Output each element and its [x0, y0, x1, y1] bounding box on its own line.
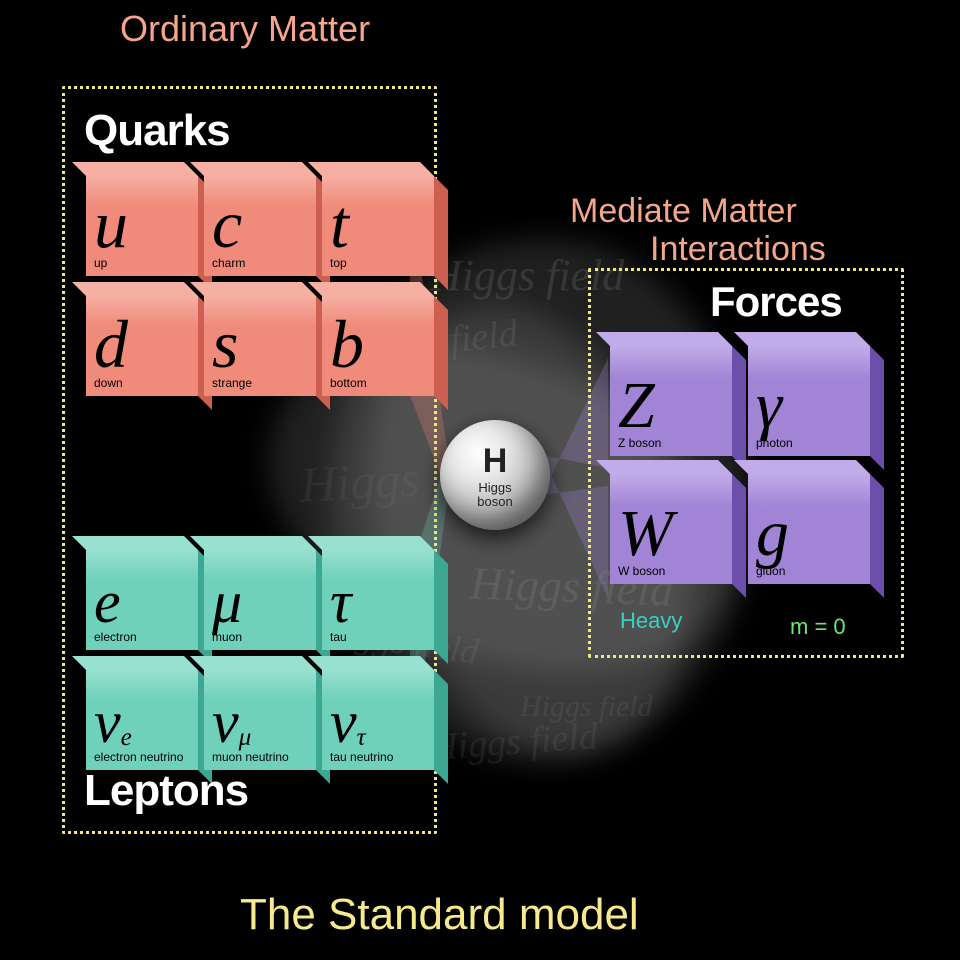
particle-name: down — [94, 376, 190, 390]
particle-name: top — [330, 256, 426, 270]
massless-label: m = 0 — [790, 614, 846, 640]
particle-symbol: τ — [330, 577, 426, 628]
particle-gluon: g gluon — [748, 474, 870, 584]
particle-symbol: g — [756, 506, 862, 562]
particle-top: t top — [322, 176, 434, 276]
leptons-grid: e electron μ muon τ tau νe electron neutrino νμ m… — [86, 550, 434, 770]
particle-name: tau neutrino — [330, 750, 426, 764]
particle-Z-boson: Z Z boson — [610, 346, 732, 456]
standard-model-diagram: Higgs field Higgs field Higgs field Higg… — [0, 0, 960, 960]
particle-symbol: t — [330, 196, 426, 254]
particle-charm: c charm — [204, 176, 316, 276]
particle-down: d down — [86, 296, 198, 396]
particle-W-boson: W W boson — [610, 474, 732, 584]
particle-muon-neutrino: νμ muon neutrino — [204, 670, 316, 770]
particle-name: W boson — [618, 564, 724, 578]
particle-name: electron — [94, 630, 190, 644]
leptons-heading: Leptons — [84, 766, 248, 816]
particle-tau-neutrino: ντ tau neutrino — [322, 670, 434, 770]
particle-name: Z boson — [618, 436, 724, 450]
particle-symbol: W — [618, 506, 724, 562]
particle-photon: γ photon — [748, 346, 870, 456]
particle-symbol: s — [212, 316, 308, 374]
particle-muon: μ muon — [204, 550, 316, 650]
particle-symbol: νμ — [212, 697, 308, 748]
particle-strange: s strange — [204, 296, 316, 396]
particle-up: u up — [86, 176, 198, 276]
particle-name: photon — [756, 436, 862, 450]
particle-symbol: νe — [94, 697, 190, 748]
particle-bottom: b bottom — [322, 296, 434, 396]
higgs-letter: H — [483, 442, 508, 481]
particle-symbol: u — [94, 196, 190, 254]
particle-name: bottom — [330, 376, 426, 390]
particle-symbol: μ — [212, 577, 308, 628]
particle-name: up — [94, 256, 190, 270]
particle-name: muon — [212, 630, 308, 644]
particle-name: tau — [330, 630, 426, 644]
particle-name: gluon — [756, 564, 862, 578]
particle-symbol: ντ — [330, 697, 426, 748]
heavy-mass-label: Heavy — [620, 608, 682, 634]
particle-name: muon neutrino — [212, 750, 308, 764]
particle-symbol: b — [330, 316, 426, 374]
mediate-matter-label: Mediate Matter — [570, 192, 797, 231]
particle-name: strange — [212, 376, 308, 390]
ordinary-matter-label: Ordinary Matter — [120, 8, 370, 50]
particle-electron-neutrino: νe electron neutrino — [86, 670, 198, 770]
quarks-heading: Quarks — [84, 106, 230, 156]
particle-symbol: e — [94, 577, 190, 628]
particle-symbol: c — [212, 196, 308, 254]
particle-name: charm — [212, 256, 308, 270]
particle-symbol: γ — [756, 378, 862, 434]
quarks-grid: u up c charm t top d down s strange b bottom — [86, 176, 434, 396]
higgs-caption: Higgsboson — [477, 481, 512, 508]
particle-tau: τ tau — [322, 550, 434, 650]
forces-grid: Z Z boson γ photon W W boson g gluon — [610, 346, 870, 584]
higgs-boson-sphere: H Higgsboson — [440, 420, 550, 530]
interactions-label: Interactions — [650, 230, 826, 269]
diagram-title: The Standard model — [240, 890, 639, 940]
particle-name: electron neutrino — [94, 750, 190, 764]
particle-electron: e electron — [86, 550, 198, 650]
particle-symbol: d — [94, 316, 190, 374]
forces-heading: Forces — [710, 278, 842, 326]
particle-symbol: Z — [618, 378, 724, 434]
